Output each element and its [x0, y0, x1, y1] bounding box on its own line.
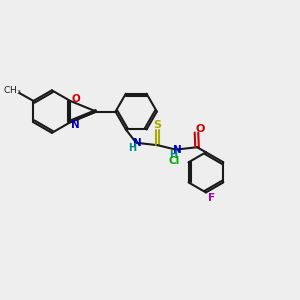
Text: Cl: Cl	[169, 155, 180, 166]
Text: O: O	[71, 94, 80, 103]
Text: N: N	[173, 145, 182, 155]
Text: N: N	[133, 138, 141, 148]
Text: N: N	[71, 120, 80, 130]
Text: H: H	[169, 150, 178, 160]
Text: H: H	[128, 142, 136, 152]
Text: F: F	[208, 194, 215, 203]
Text: CH$_3$: CH$_3$	[3, 84, 21, 97]
Text: S: S	[154, 120, 161, 130]
Text: O: O	[195, 124, 205, 134]
